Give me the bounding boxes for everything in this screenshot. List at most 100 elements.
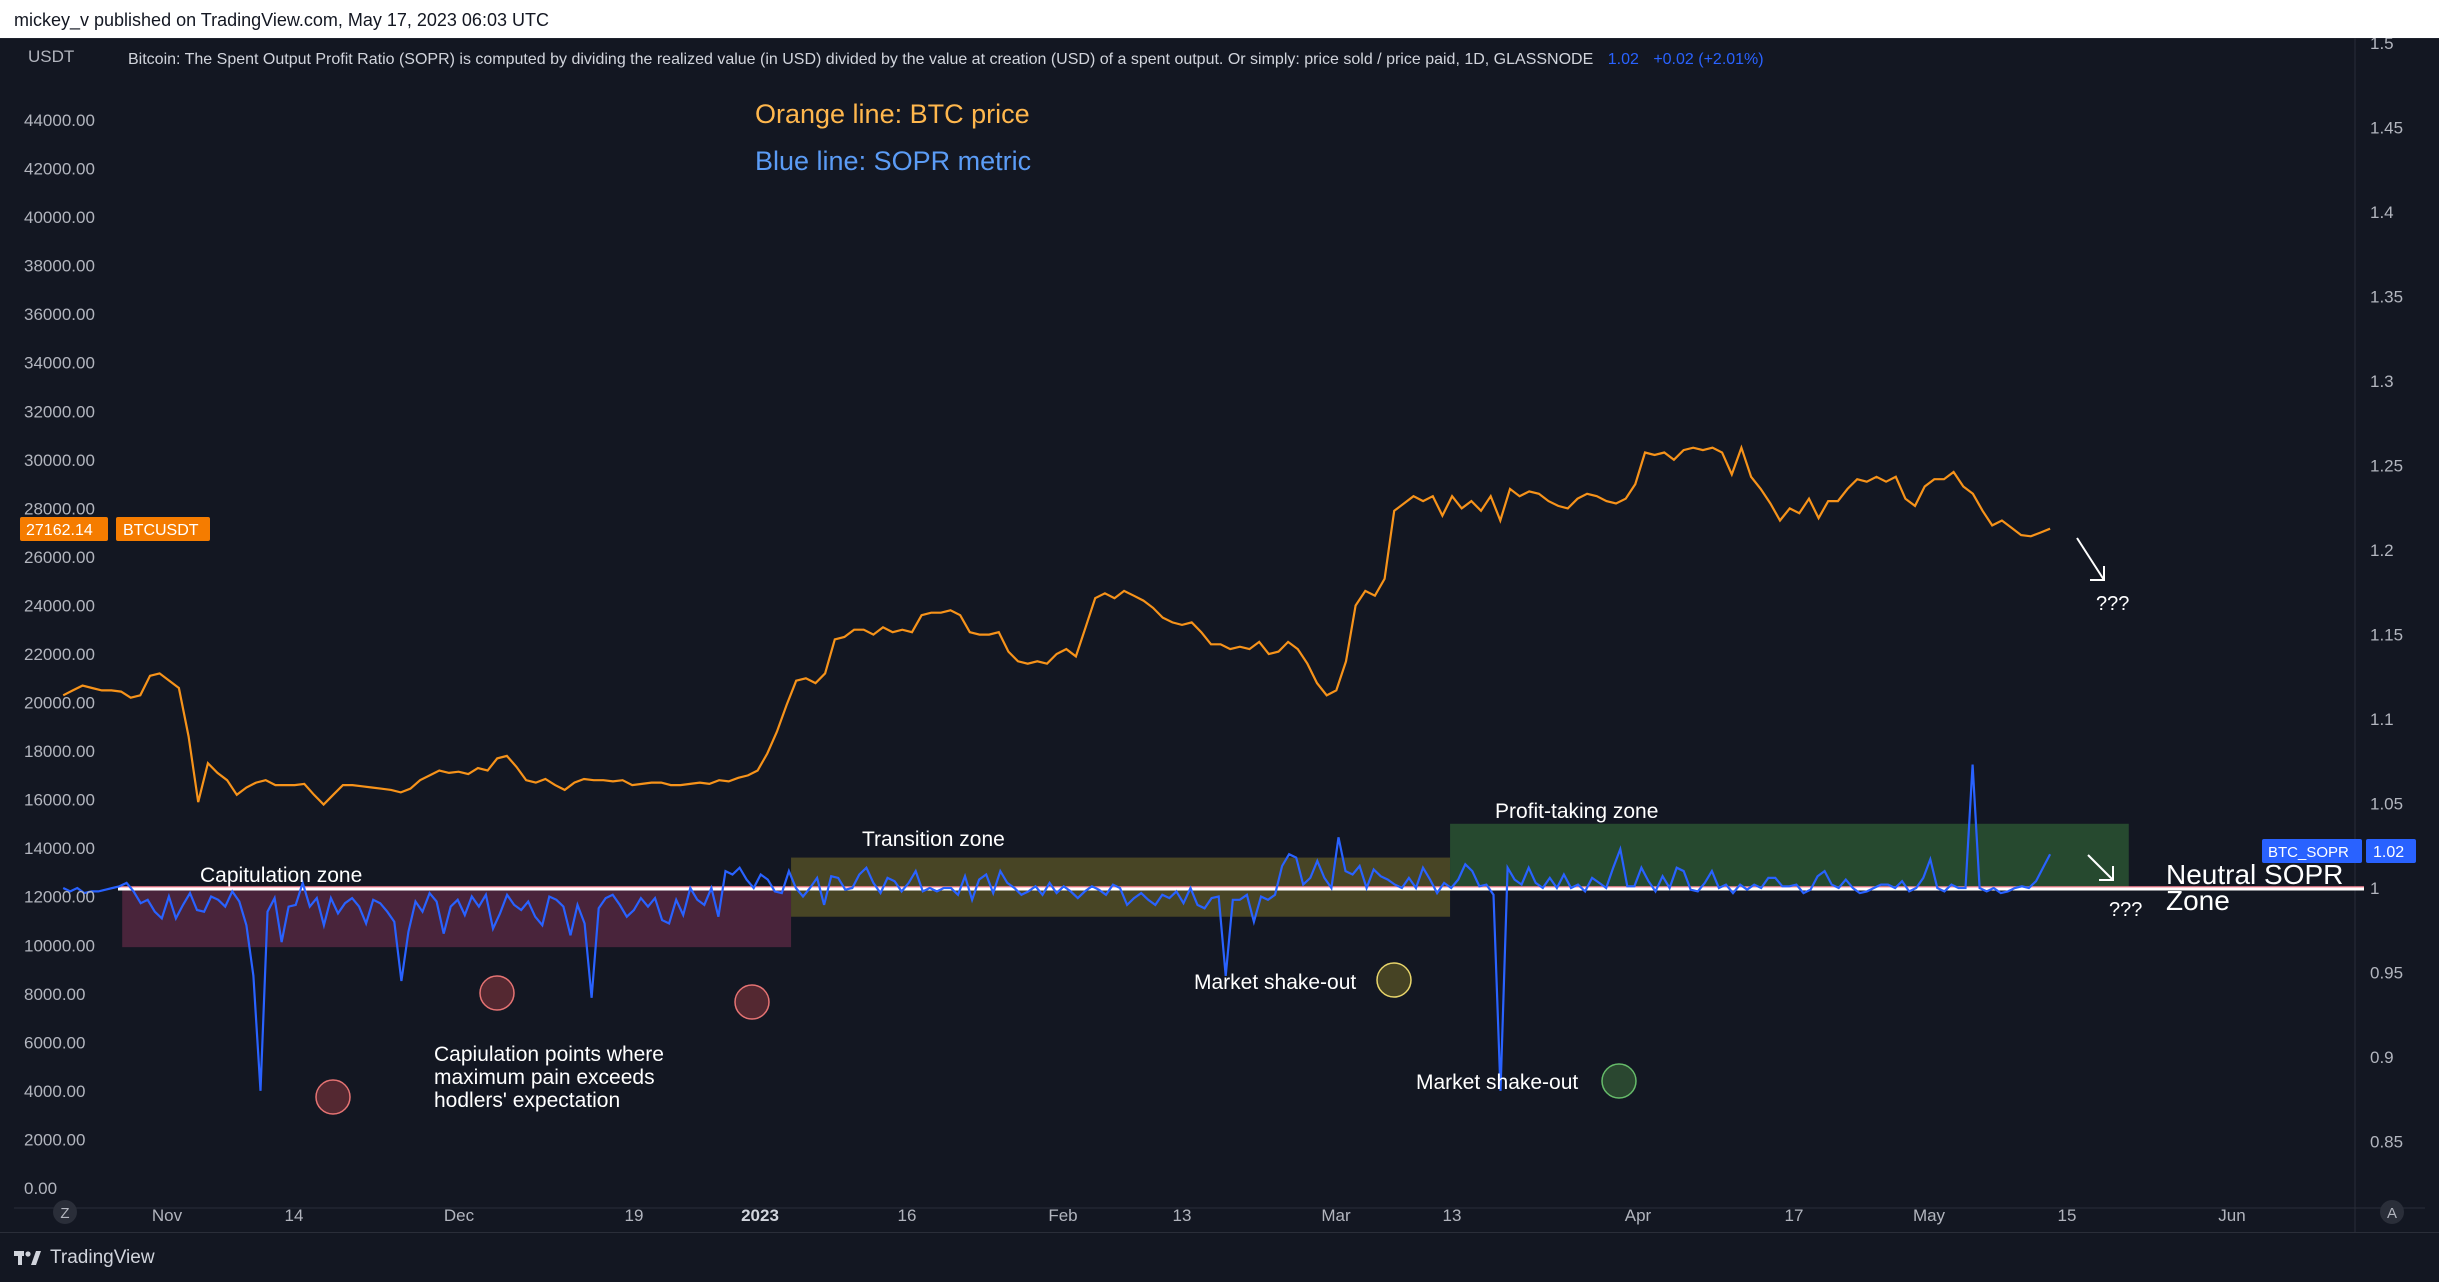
chart-canvas[interactable]: USDT 44000.00 42000.00 40000.00 38000.00 360… [0, 38, 2439, 1232]
sopr-badge: BTC_SOPR 1.02 [2262, 839, 2416, 863]
right-axis-tick: 1.3 [2370, 372, 2394, 391]
left-axis-tick: 26000.00 [24, 548, 95, 567]
left-axis-tick: 40000.00 [24, 208, 95, 227]
right-axis-tick: 1.05 [2370, 795, 2403, 814]
left-axis-tick: 44000.00 [24, 111, 95, 130]
time-axis-tick: 15 [2058, 1206, 2077, 1225]
time-axis-tick: 13 [1173, 1206, 1192, 1225]
right-axis-tick: 1 [2370, 879, 2379, 898]
left-axis-tick: 14000.00 [24, 839, 95, 858]
time-axis-tick: 19 [625, 1206, 644, 1225]
left-axis-tick: 16000.00 [24, 791, 95, 810]
left-axis-tick: 34000.00 [24, 354, 95, 373]
right-axis-tick: 1.15 [2370, 626, 2403, 645]
capitulation-point-marker [479, 975, 515, 1011]
capitulation-zone-box [122, 888, 792, 948]
indicator-legend-value: 1.02 [1608, 51, 1639, 68]
orange-line-legend: Orange line: BTC price [755, 99, 1030, 129]
right-axis-tick: 1.45 [2370, 119, 2403, 138]
indicator-legend-change: +0.02 (+2.01%) [1653, 51, 1763, 68]
left-axis-tick: 4000.00 [24, 1082, 85, 1101]
capitulation-zone-label: Capitulation zone [200, 864, 362, 887]
left-axis-tick: 18000.00 [24, 742, 95, 761]
time-axis-tick: Nov [152, 1206, 183, 1225]
left-axis-tick: 36000.00 [24, 305, 95, 324]
publisher-line: mickey_v published on TradingView.com, M… [14, 10, 549, 30]
footer-bar: TradingView [0, 1232, 2439, 1282]
right-axis-tick: 1.2 [2370, 541, 2394, 560]
left-axis-tick: 10000.00 [24, 936, 95, 955]
neutral-zone-label-2: Zone [2166, 885, 2230, 916]
right-axis-tick: 1.25 [2370, 457, 2403, 476]
transition-zone-label: Transition zone [862, 828, 1005, 851]
time-axis-tick: Apr [1625, 1206, 1652, 1225]
left-axis-tick: 22000.00 [24, 645, 95, 664]
capitulation-points-line-2: maximum pain exceeds [434, 1066, 655, 1089]
sopr-badge-label: BTC_SOPR [2268, 844, 2349, 861]
neutral-zone-label-1: Neutral SOPR [2166, 859, 2343, 890]
left-axis-tick: 2000.00 [24, 1131, 85, 1150]
left-axis-tick: 28000.00 [24, 499, 95, 518]
indicator-legend-text: Bitcoin: The Spent Output Profit Ratio (… [128, 51, 1593, 68]
capitulation-points-line-3: hodlers' expectation [434, 1089, 620, 1112]
shakeout-point-marker [1376, 962, 1412, 998]
left-axis-tick: 32000.00 [24, 402, 95, 421]
left-button-label: Z [60, 1205, 69, 1222]
capitulation-points-line-1: Capiulation points where [434, 1043, 664, 1066]
price-badge-label: BTCUSDT [123, 522, 199, 539]
profit-taking-zone-label: Profit-taking zone [1495, 800, 1658, 823]
capitulation-point-marker [315, 1079, 351, 1115]
market-shakeout-label-1: Market shake-out [1194, 971, 1356, 994]
indicator-legend[interactable]: Bitcoin: The Spent Output Profit Ratio (… [128, 51, 1764, 68]
left-axis-tick: 0.00 [24, 1179, 57, 1198]
time-axis-left-button[interactable]: Z [53, 1200, 77, 1224]
time-axis-tick: Dec [444, 1206, 475, 1225]
sopr-badge-value: 1.02 [2373, 844, 2404, 861]
time-axis-tick: May [1913, 1206, 1946, 1225]
right-axis-tick: 0.95 [2370, 964, 2403, 983]
left-axis-tick: 8000.00 [24, 985, 85, 1004]
arrow-down-right-icon [2087, 854, 2114, 881]
profit-taking-zone-box [1450, 823, 2129, 888]
sopr-line [62, 764, 2052, 1091]
left-axis-tick: 6000.00 [24, 1033, 85, 1052]
chart-background [0, 38, 2439, 1232]
publisher-bar: mickey_v published on TradingView.com, M… [0, 0, 2439, 38]
right-axis-tick: 1.1 [2370, 710, 2394, 729]
right-button-label: A [2387, 1205, 2397, 1222]
blue-line-legend: Blue line: SOPR metric [755, 146, 1031, 176]
right-axis-tick: 0.85 [2370, 1133, 2403, 1152]
question-mark-upper: ??? [2096, 593, 2129, 615]
price-badge: 27162.14 BTCUSDT [20, 517, 210, 541]
time-axis-tick: Mar [1321, 1206, 1351, 1225]
market-shakeout-label-2: Market shake-out [1416, 1071, 1578, 1094]
left-axis-tick: 38000.00 [24, 257, 95, 276]
left-axis-tick: 42000.00 [24, 160, 95, 179]
left-axis-tick: 12000.00 [24, 888, 95, 907]
left-axis-tick: 30000.00 [24, 451, 95, 470]
time-axis-right-button[interactable]: A [2380, 1200, 2404, 1224]
brand-name: TradingView [50, 1247, 155, 1268]
brand[interactable]: TradingView [14, 1247, 155, 1269]
right-axis-tick: 1.5 [2370, 38, 2394, 53]
time-axis-tick: Feb [1048, 1206, 1077, 1225]
right-axis-tick: 1.4 [2370, 203, 2394, 222]
price-badge-value: 27162.14 [26, 522, 93, 539]
tradingview-logo-icon [14, 1251, 41, 1265]
time-axis-tick: 16 [898, 1206, 917, 1225]
capitulation-point-marker [734, 984, 770, 1020]
time-axis-tick: 17 [1785, 1206, 1804, 1225]
arrow-down-right-icon [2076, 537, 2105, 581]
time-axis-tick: 13 [1443, 1206, 1462, 1225]
time-axis-tick: 14 [285, 1206, 304, 1225]
left-axis-tick: 20000.00 [24, 694, 95, 713]
right-axis-tick: 1.35 [2370, 288, 2403, 307]
time-axis-tick: Jun [2218, 1206, 2245, 1225]
left-axis-tick: 24000.00 [24, 597, 95, 616]
question-mark-lower: ??? [2109, 899, 2142, 921]
btc-price-line [62, 444, 2051, 807]
shakeout-point-marker [1601, 1063, 1637, 1099]
right-axis-tick: 0.9 [2370, 1048, 2394, 1067]
left-axis-unit: USDT [28, 47, 74, 66]
time-axis-tick: 2023 [741, 1206, 779, 1225]
